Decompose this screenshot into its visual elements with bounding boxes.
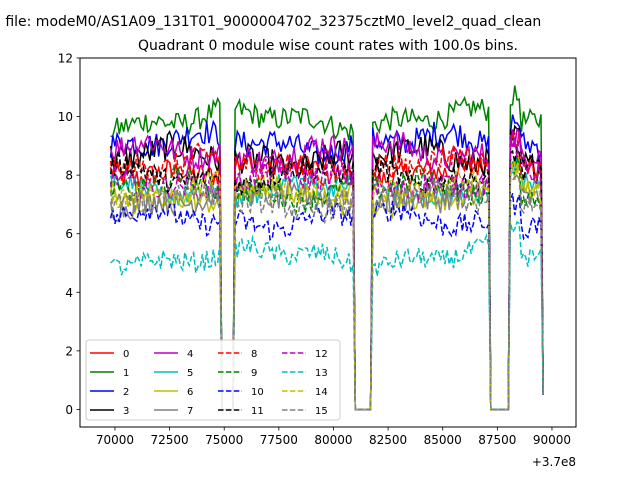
series-line-14 — [109, 163, 544, 411]
legend-label-4: 4 — [187, 349, 193, 360]
y-tick-label: 12 — [58, 52, 73, 66]
x-tick-label: 82500 — [369, 433, 407, 447]
series-line-3 — [109, 124, 544, 411]
legend-label-13: 13 — [315, 368, 328, 379]
x-tick-label: 80000 — [314, 433, 352, 447]
x-offset-label: +3.7e8 — [532, 455, 576, 469]
legend-label-15: 15 — [315, 406, 328, 417]
legend-box — [85, 339, 341, 421]
legend-label-14: 14 — [315, 387, 328, 398]
legend-label-0: 0 — [123, 349, 129, 360]
y-tick-label: 10 — [58, 110, 73, 124]
y-tick-label: 0 — [65, 403, 73, 417]
legend-label-10: 10 — [251, 387, 264, 398]
x-tick-label: 70000 — [96, 433, 134, 447]
y-tick-label: 6 — [65, 227, 73, 241]
legend-label-11: 11 — [251, 406, 264, 417]
x-tick-label: 90000 — [533, 433, 571, 447]
legend-label-2: 2 — [123, 387, 129, 398]
legend-label-9: 9 — [251, 368, 257, 379]
series-line-15 — [109, 174, 544, 411]
y-tick-label: 2 — [65, 344, 73, 358]
series-line-1 — [110, 85, 544, 411]
legend-label-8: 8 — [251, 349, 257, 360]
x-axis: 70000 72500 75000 77500 80000 82500 85000 87500… — [96, 427, 571, 447]
legend-label-5: 5 — [187, 368, 193, 379]
legend-label-3: 3 — [123, 406, 129, 417]
series-line-9 — [109, 157, 544, 411]
legend-label-12: 12 — [315, 349, 328, 360]
figure-suptitle: n file: modeM0/AS1A09_131T01_9000004702_… — [0, 14, 541, 30]
x-tick-label: 75000 — [205, 433, 243, 447]
legend-label-6: 6 — [187, 387, 193, 398]
x-tick-label: 72500 — [150, 433, 188, 447]
legend-label-7: 7 — [187, 406, 193, 417]
y-axis: 0 2 4 6 8 10 12 — [58, 52, 80, 417]
y-tick-label: 8 — [65, 169, 73, 183]
x-tick-label: 87500 — [478, 433, 516, 447]
plot-frame — [79, 57, 577, 428]
x-tick-label: 85000 — [424, 433, 462, 447]
chart-title: Quadrant 0 module wise count rates with … — [138, 38, 518, 54]
y-tick-label: 4 — [65, 286, 73, 300]
series-line-13 — [110, 220, 544, 411]
x-tick-label: 77500 — [260, 433, 298, 447]
series-layer — [109, 85, 544, 411]
legend-label-1: 1 — [123, 368, 129, 379]
